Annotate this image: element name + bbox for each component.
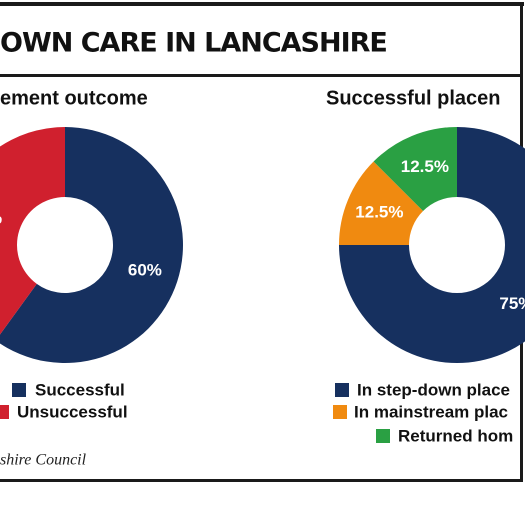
legend-label: In mainstream plac	[354, 402, 508, 421]
chart-subtitle: Successful placen	[326, 87, 501, 109]
title-rule	[0, 74, 522, 77]
top-border	[0, 2, 524, 6]
bottom-border	[0, 479, 523, 482]
donut-slice	[373, 127, 457, 212]
title: OWN CARE IN LANCASHIRE	[0, 28, 387, 59]
value-label: 75%	[499, 294, 525, 313]
legend-swatch	[333, 405, 347, 419]
source: shire Council	[0, 452, 87, 469]
legend-label: Returned hom	[398, 426, 513, 445]
donut-slice	[0, 127, 183, 363]
legend-swatch	[12, 383, 26, 397]
legend-swatch	[335, 383, 349, 397]
legend-swatch	[376, 429, 390, 443]
value-label: 12.5%	[401, 157, 449, 176]
value-label: 40%	[0, 209, 2, 228]
value-label: 60%	[128, 260, 162, 279]
legend-label: Successful	[35, 380, 125, 399]
donut-slice	[339, 127, 525, 363]
donut-slice	[339, 161, 424, 245]
legend-label: In step-down place	[357, 380, 510, 399]
legend-swatch	[0, 405, 9, 419]
legend-label: Unsuccessful	[17, 402, 128, 421]
chart-subtitle: ement outcome	[0, 87, 148, 109]
value-label: 12.5%	[355, 202, 403, 221]
donut-slice	[0, 127, 65, 335]
